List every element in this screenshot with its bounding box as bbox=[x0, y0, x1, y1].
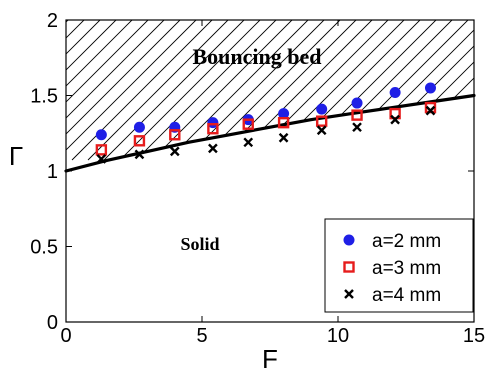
hatch-line bbox=[167, 20, 309, 161]
hatch-line bbox=[183, 20, 325, 161]
hatch-line bbox=[359, 20, 474, 161]
data-point bbox=[351, 97, 363, 109]
legend-marker bbox=[344, 289, 354, 299]
data-point bbox=[207, 117, 219, 129]
data-point bbox=[316, 103, 328, 115]
data-point bbox=[96, 154, 107, 164]
data-point bbox=[389, 86, 401, 98]
hatch-line bbox=[151, 20, 293, 161]
boundary-curve bbox=[64, 93, 476, 173]
y-axis-title: Γ bbox=[9, 141, 23, 171]
y-tick-label: 1.5 bbox=[30, 86, 58, 108]
hatch-line bbox=[66, 20, 149, 161]
data-point bbox=[242, 118, 254, 130]
data-point bbox=[169, 129, 181, 141]
data-point bbox=[425, 105, 436, 116]
data-point bbox=[316, 125, 327, 136]
data-point bbox=[315, 115, 328, 127]
data-point bbox=[351, 109, 363, 121]
legend-label: a=3 mm bbox=[372, 258, 441, 279]
x-tick-label: 5 bbox=[196, 325, 207, 347]
hatch-line bbox=[247, 20, 389, 161]
hatch-line bbox=[455, 20, 474, 161]
data-point bbox=[352, 122, 362, 133]
bouncing-bed-label: Bouncing bed bbox=[193, 44, 322, 69]
legend-marker bbox=[343, 261, 355, 273]
hatch-line bbox=[66, 20, 181, 161]
data-point bbox=[207, 123, 219, 135]
data-point bbox=[133, 135, 146, 147]
data-point bbox=[95, 129, 107, 141]
y-tick-label: 0 bbox=[47, 312, 58, 334]
hatch-line bbox=[71, 20, 213, 161]
data-point bbox=[95, 144, 108, 156]
data-point bbox=[243, 137, 254, 148]
legend-box bbox=[324, 218, 474, 313]
data-point bbox=[208, 143, 218, 154]
legend-label: a=2 mm bbox=[372, 231, 441, 252]
data-point bbox=[133, 121, 145, 133]
hatch-line bbox=[407, 20, 474, 161]
hatch-line bbox=[343, 20, 474, 161]
hatch-line bbox=[66, 20, 133, 161]
hatch-line bbox=[66, 20, 117, 161]
hatch-line bbox=[119, 20, 261, 161]
legend-marker bbox=[343, 234, 355, 246]
data-point bbox=[390, 114, 400, 125]
data-points bbox=[95, 82, 437, 164]
hatch-line bbox=[471, 20, 474, 161]
x-tick-label: 15 bbox=[463, 325, 485, 347]
y-tick-label: 1 bbox=[47, 161, 58, 183]
hatch-line bbox=[231, 20, 373, 161]
solid-label: Solid bbox=[180, 234, 219, 254]
hatch-line bbox=[66, 20, 101, 161]
data-point bbox=[278, 108, 290, 120]
x-tick-label: 10 bbox=[327, 325, 349, 347]
legend-label: a=4 mm bbox=[372, 285, 441, 306]
hatch-line bbox=[66, 20, 197, 161]
hatch-line bbox=[295, 20, 437, 161]
data-point bbox=[424, 82, 436, 94]
data-point bbox=[169, 146, 180, 157]
x-axis-title: F bbox=[262, 344, 278, 373]
hatch-line bbox=[135, 20, 277, 161]
hatch-line bbox=[0, 20, 4, 160]
hatch-line bbox=[87, 20, 229, 161]
x-tick-label: 0 bbox=[60, 325, 71, 347]
y-tick-label: 2 bbox=[47, 10, 58, 32]
data-point bbox=[134, 149, 145, 160]
hatch-line bbox=[0, 20, 20, 160]
data-point bbox=[277, 116, 290, 129]
legend: a=2 mm a=3 mm a=4 mm bbox=[324, 218, 474, 313]
axis-ticks: 0 5 10 15 0 0.5 1 1.5 2 bbox=[30, 10, 485, 347]
hatch-line bbox=[199, 20, 341, 161]
hatch-line bbox=[66, 20, 165, 161]
hatch-line bbox=[103, 20, 245, 161]
data-point bbox=[278, 132, 289, 143]
hatch-line bbox=[391, 20, 474, 161]
y-tick-label: 0.5 bbox=[30, 237, 58, 259]
